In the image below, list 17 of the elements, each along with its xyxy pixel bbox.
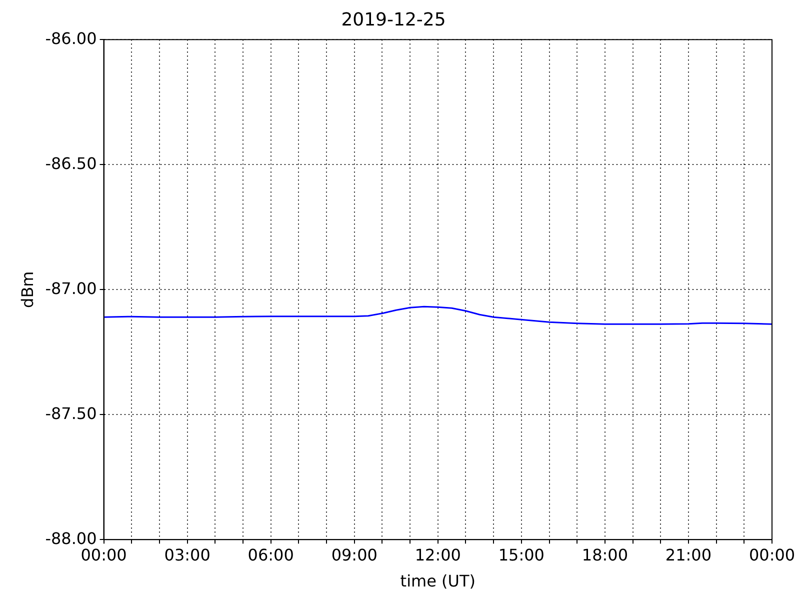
x-tick-label: 09:00 <box>331 545 378 564</box>
x-tick-label: 12:00 <box>414 545 461 564</box>
y-tick-label: -86.00 <box>45 28 97 48</box>
y-tick-label: -88.00 <box>45 528 97 548</box>
y-axis-title: dBm <box>18 271 37 308</box>
y-tick-label: -87.50 <box>45 404 97 423</box>
y-tick-label: -86.50 <box>45 154 97 173</box>
chart-title: 2019-12-25 <box>341 9 446 30</box>
x-tick-label: 00:00 <box>80 545 127 564</box>
x-axis-title: time (UT) <box>400 572 476 591</box>
y-tick-label: -87.00 <box>45 278 97 298</box>
x-tick-label: 06:00 <box>248 545 294 564</box>
x-tick-label: 18:00 <box>582 545 628 564</box>
x-tick-label: 15:00 <box>498 545 544 564</box>
x-tick-label: 00:00 <box>748 545 796 564</box>
x-tick-label: 21:00 <box>665 545 712 564</box>
x-tick-label: 03:00 <box>164 545 210 564</box>
